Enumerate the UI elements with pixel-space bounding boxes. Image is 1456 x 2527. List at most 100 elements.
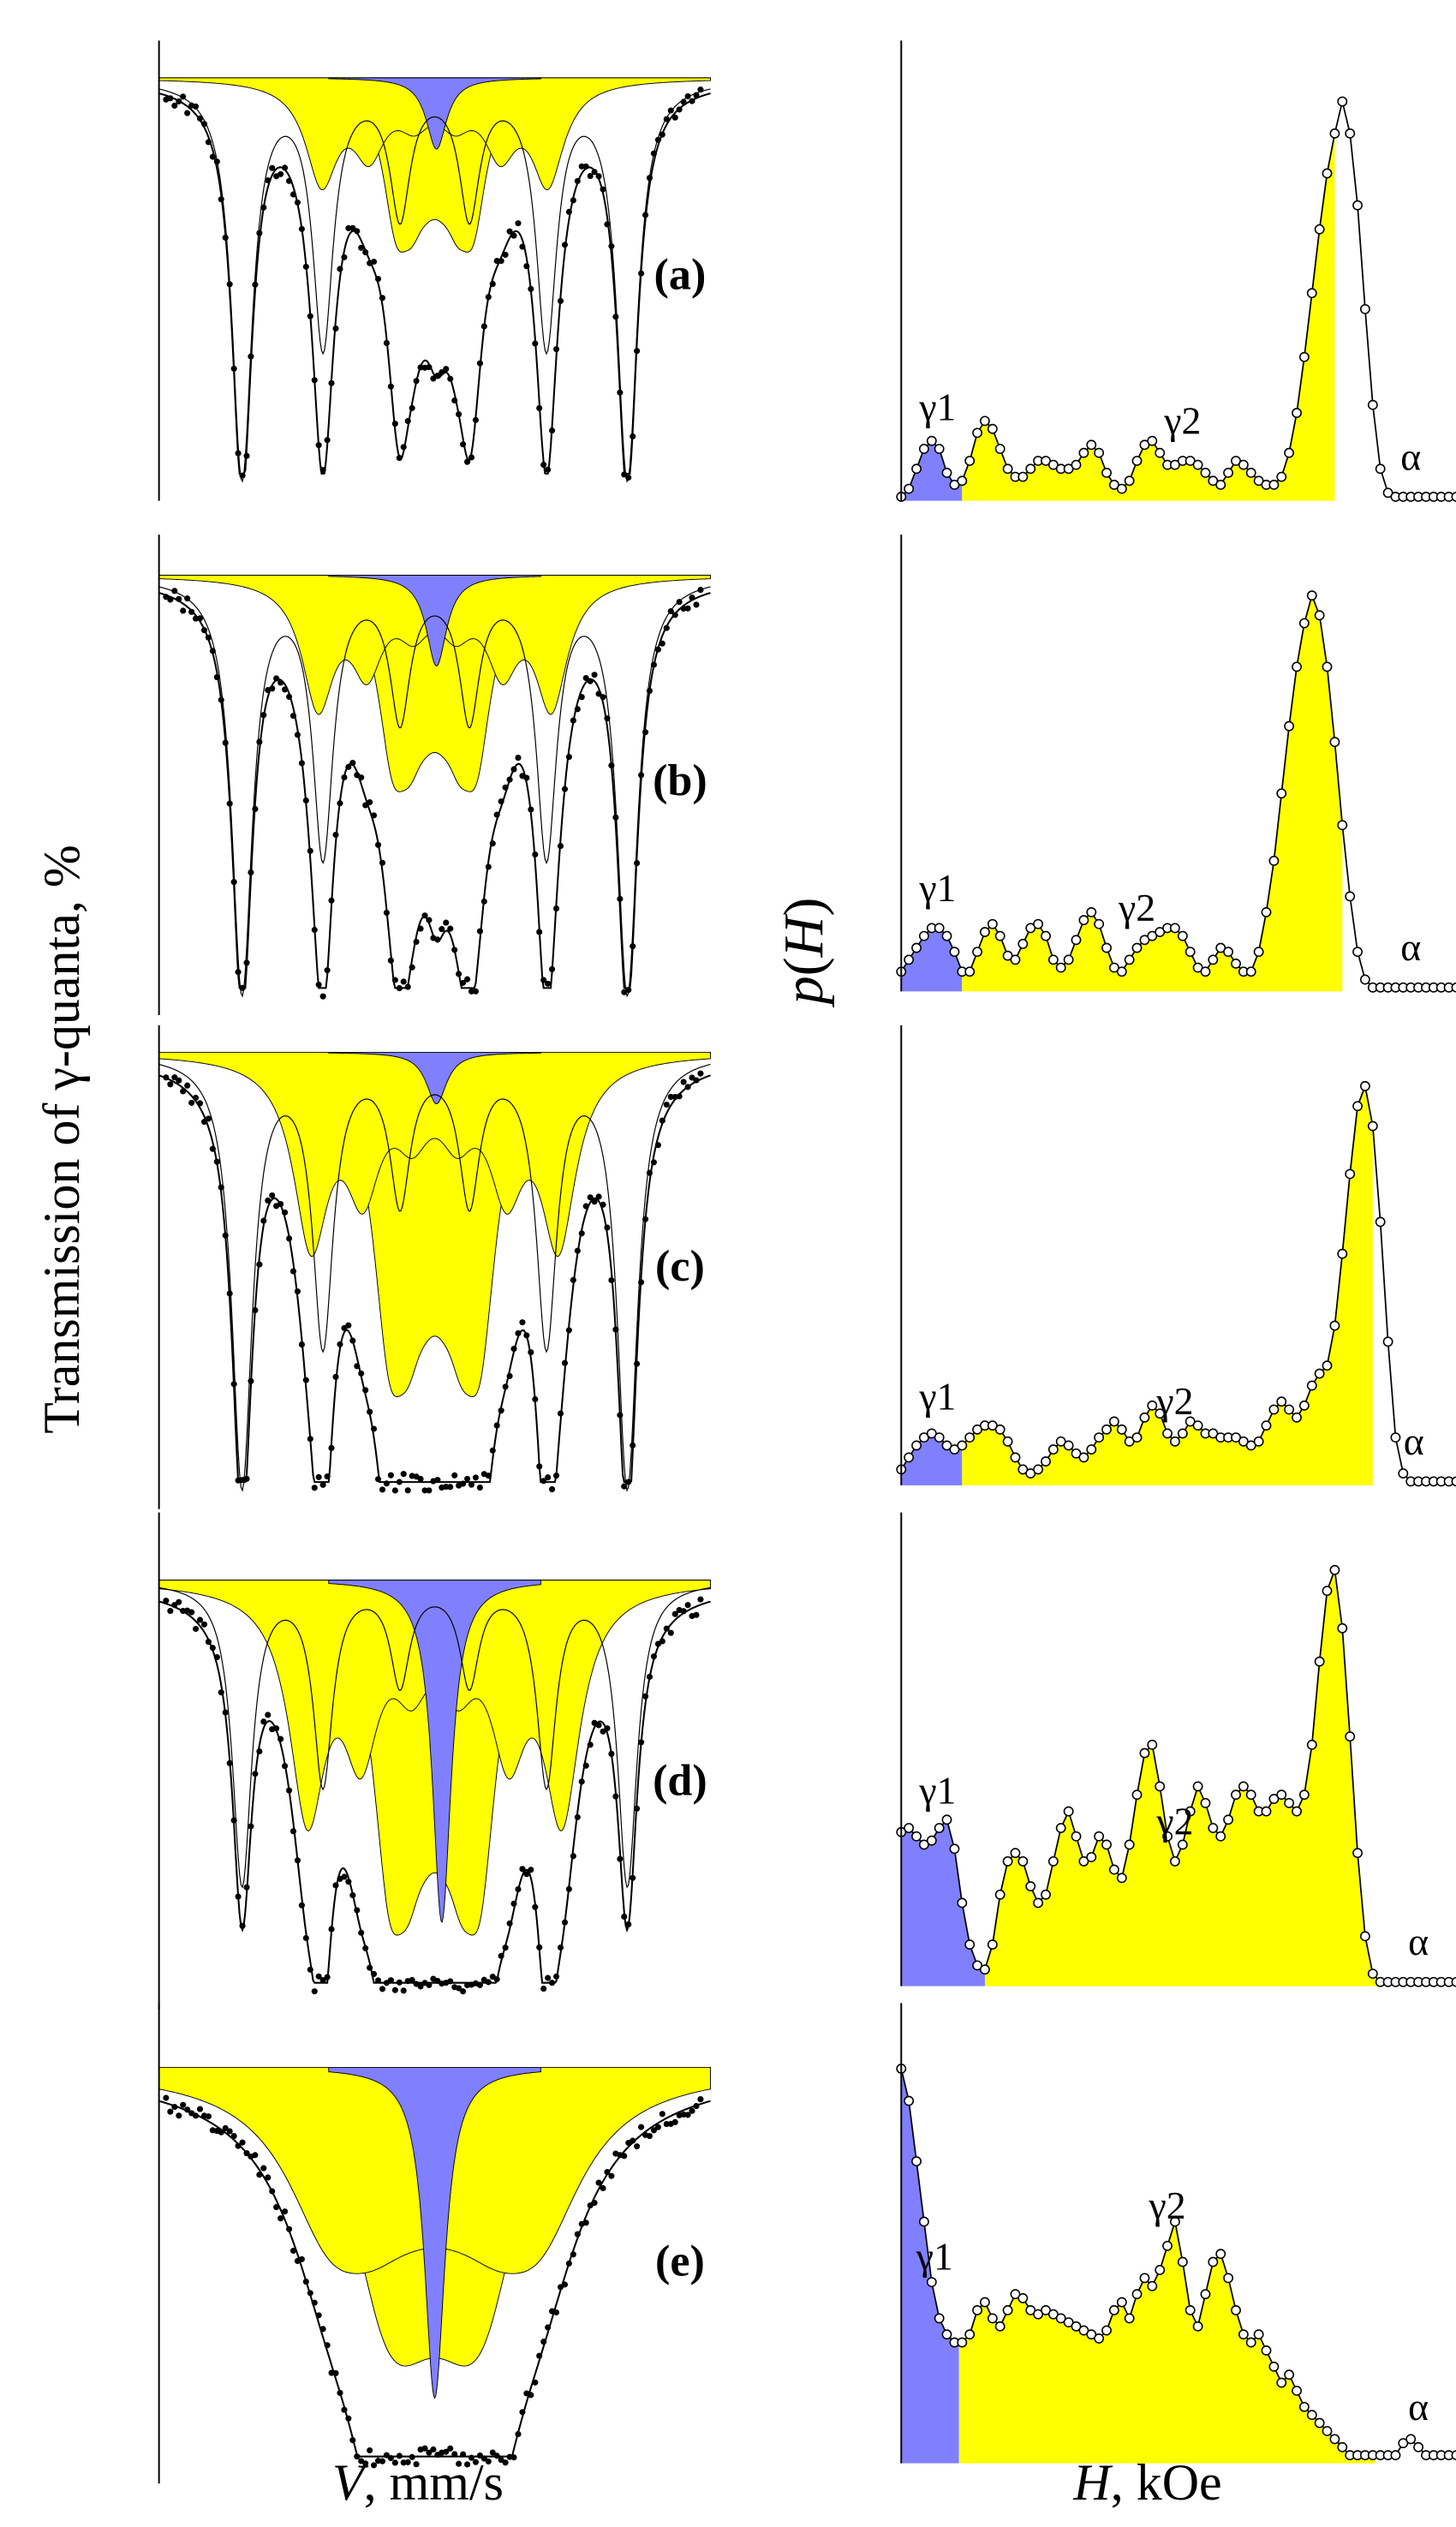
distribution-point bbox=[911, 2156, 922, 2167]
data-point bbox=[472, 416, 480, 423]
data-point bbox=[460, 2451, 467, 2458]
distribution-point bbox=[1192, 2321, 1203, 2332]
distribution-point bbox=[1010, 1848, 1021, 1859]
data-point bbox=[667, 607, 674, 615]
data-point bbox=[188, 1609, 195, 1616]
data-point bbox=[642, 1216, 649, 1222]
data-point bbox=[634, 348, 641, 355]
data-point bbox=[565, 208, 572, 215]
distribution-point bbox=[1155, 1781, 1166, 1792]
data-point bbox=[493, 1422, 500, 1429]
data-point bbox=[391, 1487, 398, 1494]
data-point bbox=[391, 421, 398, 427]
distribution-point bbox=[1268, 855, 1280, 866]
distribution-point bbox=[1276, 471, 1287, 482]
data-point bbox=[362, 248, 369, 256]
distribution-point bbox=[1116, 483, 1127, 494]
right-y-axis-label-open: ( bbox=[773, 957, 835, 976]
data-point bbox=[307, 1966, 313, 1973]
distribution-point bbox=[949, 1444, 960, 1455]
data-point bbox=[243, 1475, 250, 1482]
data-point bbox=[400, 1471, 407, 1478]
data-point bbox=[646, 1169, 653, 1176]
data-point bbox=[252, 2152, 259, 2159]
data-point bbox=[243, 959, 250, 966]
data-point bbox=[464, 2461, 471, 2468]
distribution-point bbox=[1078, 915, 1089, 926]
data-point bbox=[379, 1486, 386, 1493]
right-y-axis-label: p(H) bbox=[773, 898, 835, 1008]
distribution-point bbox=[1352, 1101, 1363, 1112]
distribution-point bbox=[1184, 2305, 1196, 2315]
distribution-point bbox=[1337, 96, 1348, 107]
distribution-point bbox=[1017, 938, 1029, 949]
data-point bbox=[659, 131, 665, 138]
distribution-point bbox=[1208, 1428, 1219, 1439]
data-point bbox=[510, 766, 517, 773]
distribution-point bbox=[1017, 2292, 1029, 2303]
data-point bbox=[354, 1363, 361, 1370]
data-point bbox=[374, 1476, 382, 1483]
distribution-point bbox=[1101, 1839, 1112, 1850]
data-point bbox=[515, 2430, 522, 2438]
data-point bbox=[200, 121, 208, 128]
data-point bbox=[528, 1349, 534, 1356]
distribution-point bbox=[949, 1843, 960, 1855]
spectrum-panel: (b) bbox=[158, 535, 711, 1015]
distribution-point bbox=[1139, 2273, 1150, 2284]
data-point bbox=[367, 798, 373, 806]
data-point bbox=[443, 919, 450, 926]
data-point bbox=[468, 1481, 475, 1488]
distribution-point bbox=[964, 1432, 976, 1443]
distribution-point bbox=[1345, 128, 1356, 139]
data-point bbox=[417, 1475, 424, 1483]
data-point bbox=[302, 263, 309, 270]
blue-singlet-component bbox=[328, 1051, 541, 1105]
data-point bbox=[595, 690, 602, 697]
data-point bbox=[536, 404, 543, 412]
data-point bbox=[684, 1084, 691, 1090]
distribution-point bbox=[941, 1440, 952, 1451]
distribution-point bbox=[987, 2313, 998, 2324]
data-point bbox=[570, 717, 576, 724]
distribution-point bbox=[1169, 923, 1180, 934]
data-point bbox=[608, 762, 615, 769]
data-point bbox=[277, 2215, 284, 2222]
distribution-point bbox=[1337, 1622, 1348, 1634]
distribution-point bbox=[1200, 468, 1211, 478]
data-point bbox=[617, 1855, 624, 1862]
data-point bbox=[434, 372, 441, 379]
data-point bbox=[552, 905, 560, 912]
data-point bbox=[697, 1070, 704, 1077]
distribution-point bbox=[1322, 1586, 1333, 1597]
panel-label: (c) bbox=[655, 1242, 705, 1291]
data-point bbox=[654, 1142, 661, 1149]
data-point bbox=[447, 1978, 454, 1985]
data-point bbox=[286, 1235, 293, 1242]
data-point bbox=[545, 1474, 552, 1481]
data-point bbox=[464, 1475, 471, 1482]
distribution-point bbox=[1329, 737, 1340, 748]
distribution-point bbox=[1047, 1855, 1059, 1867]
distribution-point bbox=[1284, 1797, 1295, 1808]
data-point bbox=[684, 93, 691, 99]
data-point bbox=[345, 1322, 352, 1329]
data-point bbox=[480, 2455, 487, 2462]
alpha-sextet-component bbox=[158, 1064, 711, 1492]
data-point bbox=[370, 1425, 378, 1432]
distribution-point bbox=[1071, 1831, 1082, 1842]
data-point bbox=[341, 1873, 348, 1880]
data-point bbox=[196, 115, 204, 122]
data-point bbox=[226, 1290, 233, 1297]
data-point bbox=[630, 2137, 636, 2144]
data-point bbox=[671, 1610, 678, 1617]
distribution-point bbox=[1071, 935, 1082, 946]
data-point bbox=[510, 232, 517, 239]
data-point bbox=[532, 340, 539, 347]
data-point bbox=[630, 1442, 636, 1449]
gamma2-area bbox=[962, 1085, 1373, 1486]
data-point bbox=[243, 452, 250, 459]
data-point bbox=[273, 1725, 280, 1732]
data-point bbox=[617, 895, 624, 902]
distribution-point bbox=[1367, 1120, 1378, 1132]
